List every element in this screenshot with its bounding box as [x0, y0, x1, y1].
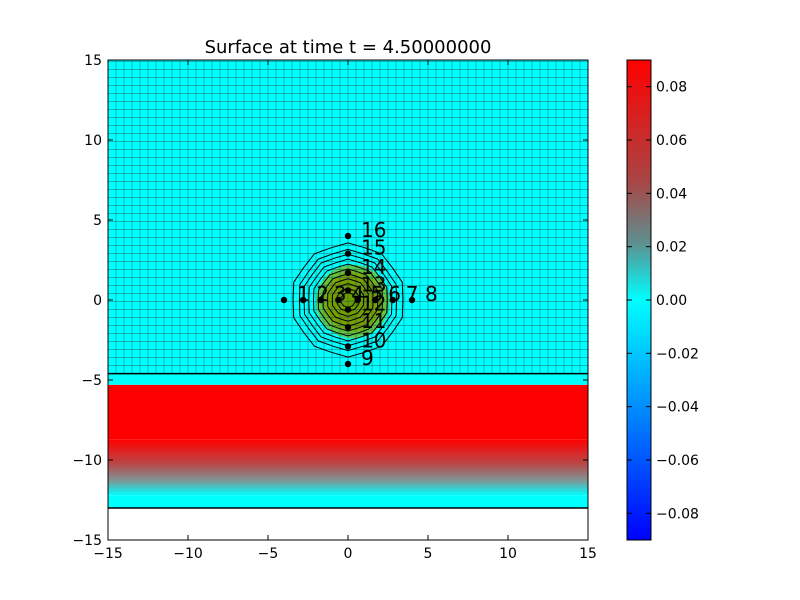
colorbar-ticks: 0.08 0.06 0.04 0.02 0.00 −0.02 −0.04 −0.06 −0.08 — [627, 80, 699, 522]
gauge-marker — [344, 287, 352, 294]
y-tick-label: −5 — [81, 373, 102, 389]
colorbar-tick-label: −0.06 — [656, 453, 699, 469]
gauge-label: 12 — [361, 292, 386, 316]
gauge-label: 16 — [361, 218, 386, 242]
colorbar-tick-label: 0.06 — [656, 133, 687, 149]
gauge-label: 15 — [361, 236, 386, 260]
colorbar-tick-label: 0.00 — [656, 293, 687, 309]
gauge-marker — [372, 296, 379, 304]
x-tick-label: 5 — [424, 546, 433, 562]
gauge-marker — [344, 250, 352, 257]
gauge-marker — [317, 296, 324, 304]
surface-band-tail — [108, 495, 588, 508]
gauge-marker — [344, 360, 352, 368]
contour-line — [292, 242, 404, 358]
gauge-marker — [354, 296, 361, 304]
gauge-marker — [389, 296, 396, 304]
x-tick-label: −5 — [258, 546, 279, 562]
plot-area — [108, 60, 588, 540]
x-tick-label: 15 — [579, 546, 597, 562]
y-tick-label: −15 — [72, 533, 102, 549]
surface-band-edge — [108, 373, 588, 385]
gauge-marker — [344, 343, 352, 350]
y-tick-label: 5 — [93, 213, 102, 229]
gauge-marker — [280, 296, 288, 304]
surface-band-red — [108, 384, 588, 440]
empty-region — [108, 508, 588, 540]
gauge-marker — [344, 324, 352, 331]
gauge-label: 14 — [361, 255, 386, 279]
contour-line — [327, 278, 369, 322]
gauge-label: 8 — [425, 282, 438, 306]
colorbar-tick-label: −0.04 — [656, 400, 699, 416]
colorbar-tick-label: 0.02 — [656, 240, 687, 256]
x-axis: −15 −10 −5 0 5 10 15 — [93, 60, 597, 562]
gauge-marker — [300, 296, 307, 304]
gauge-marker — [335, 296, 342, 304]
y-tick-label: 15 — [84, 53, 102, 69]
colorbar-tick-label: 0.04 — [656, 186, 687, 202]
surface-band-fade — [108, 439, 588, 496]
x-tick-label: −10 — [173, 546, 203, 562]
gauge-label: 13 — [361, 272, 386, 296]
contour-line — [331, 283, 365, 317]
contour-line — [312, 263, 384, 337]
colorbar-tick-label: 0.08 — [656, 80, 687, 96]
gauge-marker — [408, 296, 416, 304]
gauge-marker — [344, 306, 352, 313]
gauge-label: 9 — [361, 346, 374, 370]
x-tick-label: −15 — [93, 546, 123, 562]
y-tick-label: 10 — [84, 133, 102, 149]
gauge-label: 10 — [361, 328, 386, 352]
x-tick-label: 10 — [499, 546, 517, 562]
colorbar: 0.08 0.06 0.04 0.02 0.00 −0.02 −0.04 −0.06 −0.08 — [626, 59, 699, 541]
gauge-marker — [344, 269, 352, 276]
y-tick-label: 0 — [93, 293, 102, 309]
colorbar-tick-label: −0.02 — [656, 346, 699, 362]
contour-line — [308, 258, 388, 342]
contour-line — [298, 248, 398, 352]
y-tick-label: −10 — [72, 453, 102, 469]
gauge-label: 11 — [361, 309, 386, 333]
grid-lines — [108, 60, 588, 374]
y-axis: 15 10 5 0 −5 −10 −15 — [72, 53, 588, 549]
gauge-marker — [344, 232, 352, 240]
x-tick-label: 0 — [344, 546, 353, 562]
chart-title: Surface at time t = 4.50000000 — [205, 37, 492, 58]
colorbar-tick-label: −0.08 — [656, 506, 699, 522]
